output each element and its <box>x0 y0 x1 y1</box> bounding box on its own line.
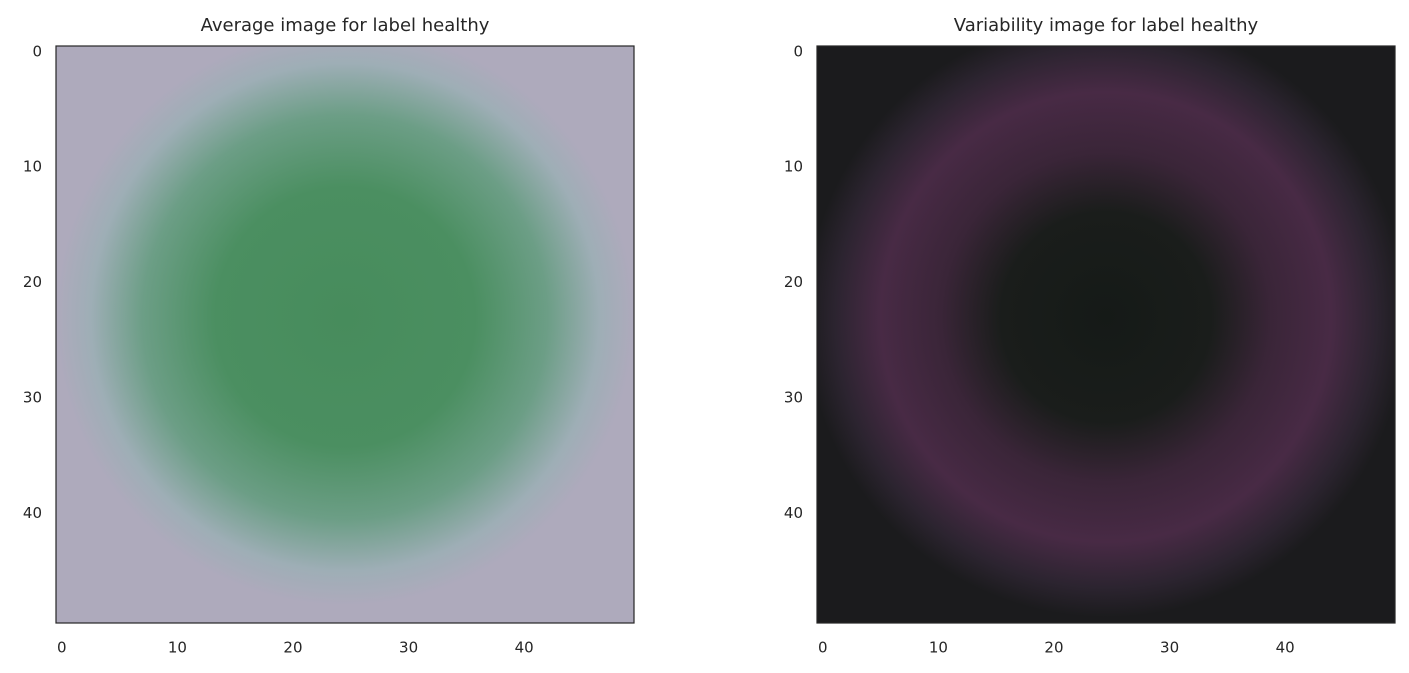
x-tick-label: 20 <box>1044 639 1063 657</box>
x-tick-label: 10 <box>929 639 948 657</box>
chart-title: Average image for label healthy <box>201 15 490 36</box>
y-tick-label: 30 <box>784 388 803 406</box>
x-tick-label: 20 <box>283 639 302 657</box>
x-tick-label: 0 <box>57 639 67 657</box>
image <box>56 46 634 623</box>
y-tick-label: 0 <box>32 42 42 60</box>
image <box>817 46 1395 623</box>
y-tick-label: 20 <box>23 273 42 291</box>
y-tick-label: 0 <box>793 42 803 60</box>
y-tick-label: 10 <box>784 158 803 176</box>
x-tick-label: 0 <box>818 639 828 657</box>
axes-frame <box>55 45 635 624</box>
x-tick-label: 30 <box>1160 639 1179 657</box>
y-tick-label: 30 <box>23 388 42 406</box>
chart-title: Variability image for label healthy <box>954 15 1259 36</box>
y-tick-label: 40 <box>784 504 803 522</box>
x-tick-label: 10 <box>168 639 187 657</box>
x-tick-label: 40 <box>515 639 534 657</box>
axes-frame <box>816 45 1396 624</box>
y-tick-label: 40 <box>23 504 42 522</box>
x-tick-label: 40 <box>1276 639 1295 657</box>
x-tick-label: 30 <box>399 639 418 657</box>
y-tick-label: 10 <box>23 158 42 176</box>
y-tick-label: 20 <box>784 273 803 291</box>
